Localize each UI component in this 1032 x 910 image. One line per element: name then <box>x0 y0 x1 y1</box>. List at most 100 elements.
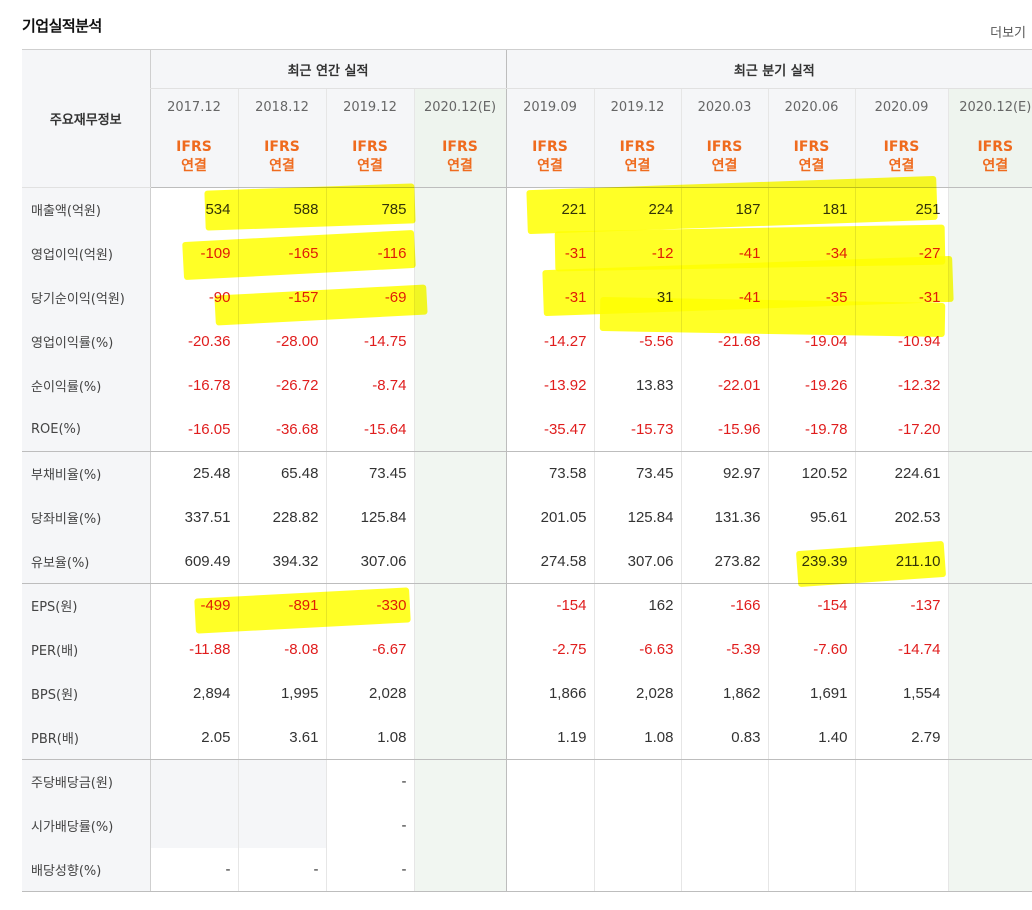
value-cell: 125.84 <box>593 495 681 540</box>
value-cell <box>947 187 1032 232</box>
ifrs-label: IFRS <box>706 138 743 155</box>
financial-table: 주요재무정보 최근 연간 실적 최근 분기 실적 2017.12 2018.12… <box>22 49 1032 892</box>
row-label: ROE(%) <box>22 407 150 452</box>
value-cell: -154 <box>767 583 855 628</box>
value-cell <box>947 759 1032 804</box>
annual-results-head: 최근 연간 실적 <box>149 49 506 89</box>
value-cell: 1.40 <box>767 715 855 760</box>
value-cell: -165 <box>237 231 326 276</box>
row-label: 영업이익(억원) <box>22 231 150 276</box>
value-cell: 3.61 <box>237 715 326 760</box>
row-label: 시가배당률(%) <box>22 803 150 848</box>
value-cell: 73.45 <box>325 451 414 496</box>
value-cell <box>413 407 506 452</box>
value-cell: 125.84 <box>325 495 414 540</box>
row-label: 순이익률(%) <box>22 363 150 408</box>
value-cell: 187 <box>680 187 768 232</box>
value-cell: 1,691 <box>767 671 855 716</box>
ifrs-label: IFRS <box>977 138 1014 155</box>
value-cell: 224.61 <box>854 451 948 496</box>
value-cell: -154 <box>505 583 594 628</box>
consolidated-label: 연결 <box>447 157 473 174</box>
ifrs-label: IFRS <box>176 138 212 155</box>
value-cell <box>680 847 768 892</box>
value-cell: -35 <box>767 275 855 320</box>
value-cell: -891 <box>237 583 326 628</box>
value-cell: -27 <box>854 231 948 276</box>
value-cell <box>413 671 506 716</box>
ifrs-label: IFRS <box>264 138 300 155</box>
value-cell: 31 <box>593 275 681 320</box>
value-cell: -31 <box>505 275 594 320</box>
value-cell <box>505 759 594 804</box>
ifrs-label: IFRS <box>619 138 656 155</box>
value-cell <box>947 715 1032 760</box>
value-cell: -36.68 <box>237 407 326 452</box>
value-cell <box>947 319 1032 364</box>
row-label: EPS(원) <box>22 583 150 628</box>
value-cell <box>947 407 1032 452</box>
value-cell <box>947 803 1032 848</box>
value-cell <box>947 627 1032 672</box>
value-cell: -19.04 <box>767 319 855 364</box>
value-cell: 251 <box>854 187 948 232</box>
table-row: 당좌비율(%) 337.51 228.82 125.84 201.05 125.84 131… <box>22 495 1032 540</box>
table-row: 배당성향(%) - - - <box>22 847 1032 892</box>
value-cell: 162 <box>593 583 681 628</box>
value-cell: 211.10 <box>854 539 948 584</box>
value-cell: -19.26 <box>767 363 855 408</box>
value-cell <box>413 539 506 584</box>
value-cell: 1.08 <box>593 715 681 760</box>
ifrs-consolidated-tag: IFRS 연결 <box>593 126 681 188</box>
consolidated-label: 연결 <box>624 157 651 174</box>
consolidated-label: 연결 <box>269 157 295 174</box>
value-cell: -10.94 <box>854 319 948 364</box>
period-head-estimate: 2020.12(E) <box>947 88 1032 127</box>
ifrs-consolidated-tag: IFRS 연결 <box>947 126 1032 188</box>
value-cell <box>947 847 1032 892</box>
value-cell: -17.20 <box>854 407 948 452</box>
value-cell: 181 <box>767 187 855 232</box>
value-cell: -19.78 <box>767 407 855 452</box>
value-cell <box>854 759 948 804</box>
table-row: 영업이익(억원) -109 -165 -116 -31 -12 -41 -34 -27 <box>22 231 1032 276</box>
value-cell: 394.32 <box>237 539 326 584</box>
value-cell <box>947 363 1032 408</box>
value-cell: -499 <box>149 583 238 628</box>
period-head: 2019.12 <box>325 88 414 127</box>
value-cell: -21.68 <box>680 319 768 364</box>
value-cell: -90 <box>149 275 238 320</box>
value-cell: -8.08 <box>237 627 326 672</box>
row-label: 영업이익률(%) <box>22 319 150 364</box>
value-cell <box>854 803 948 848</box>
value-cell <box>413 187 506 232</box>
value-cell: 65.48 <box>237 451 326 496</box>
quarterly-results-head: 최근 분기 실적 <box>505 49 1032 89</box>
ifrs-consolidated-tag: IFRS 연결 <box>767 126 855 188</box>
value-cell <box>947 495 1032 540</box>
value-cell <box>413 583 506 628</box>
value-cell: 588 <box>237 187 326 232</box>
row-label: 당기순이익(억원) <box>22 275 150 320</box>
value-cell <box>413 847 506 892</box>
value-cell: 120.52 <box>767 451 855 496</box>
table-row: 주당배당금(원) - <box>22 759 1032 804</box>
more-link[interactable]: 더보기 <box>990 26 1026 41</box>
value-cell: 221 <box>505 187 594 232</box>
row-label: 당좌비율(%) <box>22 495 150 540</box>
table-row: 순이익률(%) -16.78 -26.72 -8.74 -13.92 13.83 -22.0… <box>22 363 1032 408</box>
ifrs-label: IFRS <box>442 138 478 155</box>
value-cell: - <box>325 847 414 892</box>
value-cell: - <box>149 847 238 892</box>
ifrs-label: IFRS <box>532 138 568 155</box>
value-cell <box>593 759 681 804</box>
consolidated-label: 연결 <box>888 157 915 174</box>
value-cell: -13.92 <box>505 363 594 408</box>
ifrs-consolidated-tag: IFRS 연결 <box>413 126 506 188</box>
period-head: 2019.12 <box>593 88 681 127</box>
row-label: 주당배당금(원) <box>22 759 150 804</box>
ifrs-consolidated-tag: IFRS 연결 <box>325 126 414 188</box>
table-row: 부채비율(%) 25.48 65.48 73.45 73.58 73.45 92.97 120… <box>22 451 1032 496</box>
value-cell <box>947 539 1032 584</box>
label-column-head: 주요재무정보 <box>22 49 150 188</box>
